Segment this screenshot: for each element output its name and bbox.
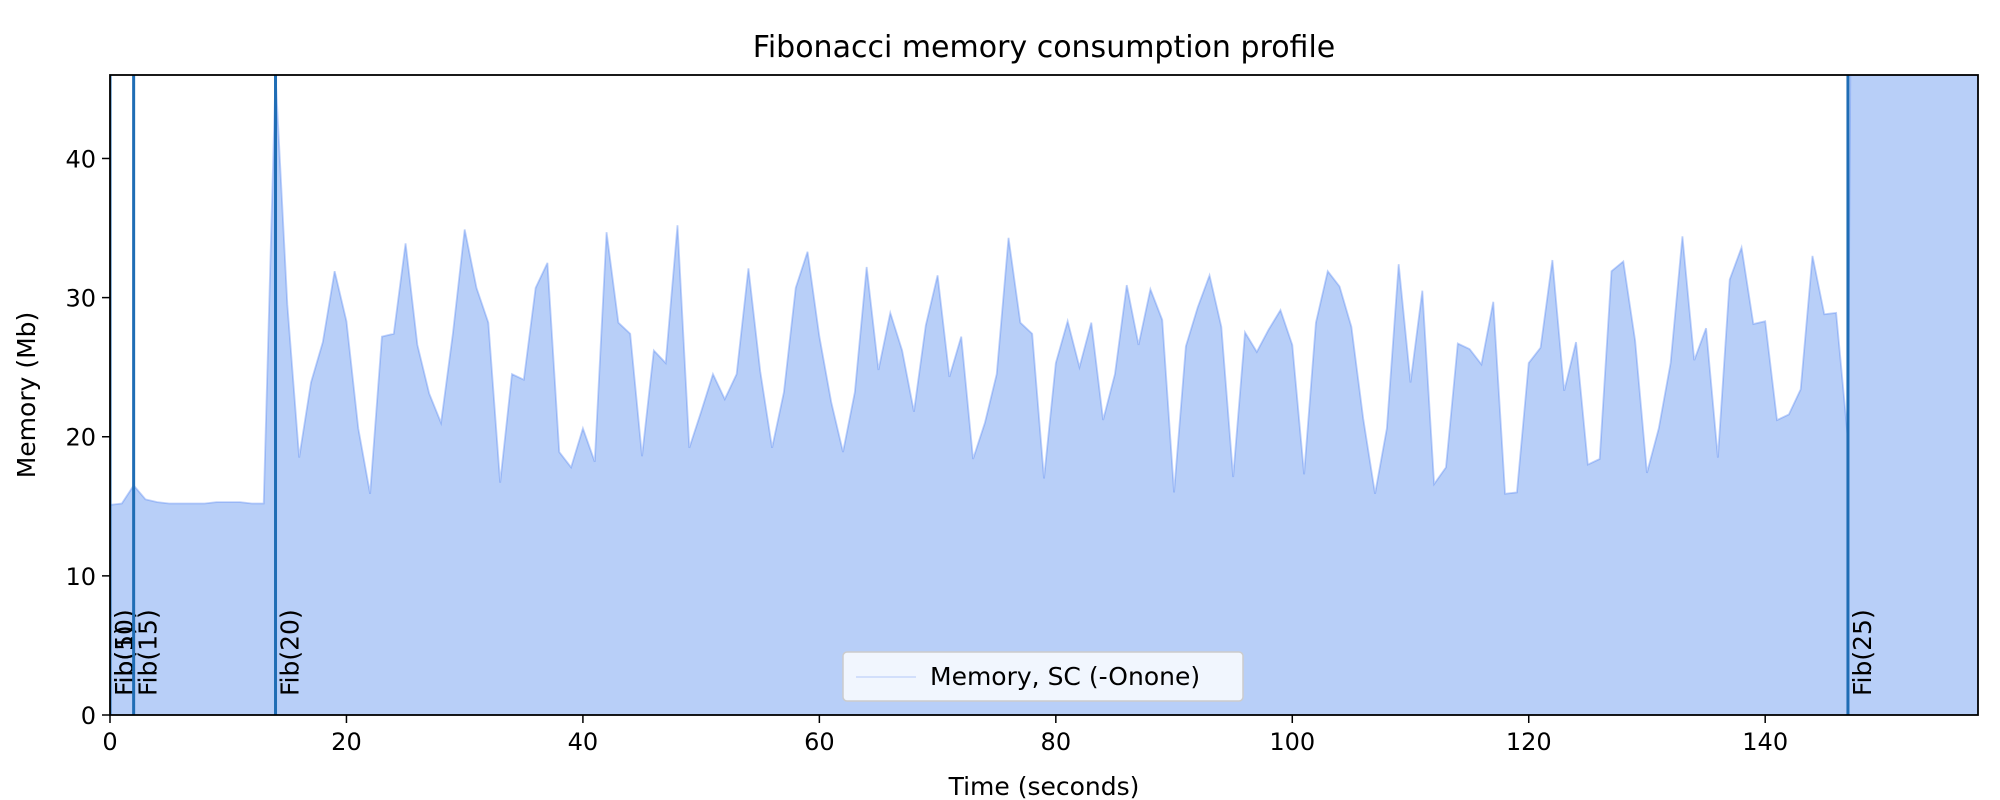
legend: Memory, SC (-Onone)	[842, 651, 1244, 702]
chart-title: Fibonacci memory consumption profile	[753, 30, 1335, 65]
y-tick-label-10: 10	[65, 563, 96, 591]
x-tick-label-40: 40	[568, 728, 599, 756]
memory-series-line	[110, 75, 1978, 506]
x-tick-label-80: 80	[1041, 728, 1072, 756]
memory-area-fill	[110, 75, 1978, 715]
y-tick-label-40: 40	[65, 145, 96, 173]
x-tick-label-120: 120	[1506, 728, 1552, 756]
x-tick-label-140: 140	[1742, 728, 1788, 756]
x-tick-label-60: 60	[804, 728, 835, 756]
marker-label-fib-20: Fib(20)	[276, 609, 305, 696]
x-tick-label-100: 100	[1269, 728, 1315, 756]
x-tick-label-0: 0	[102, 728, 117, 756]
marker-label-fib-15: Fib(15)	[134, 609, 163, 696]
y-axis: 0 10 20 30 40	[65, 145, 110, 730]
y-tick-label-20: 20	[65, 424, 96, 452]
legend-label: Memory, SC (-Onone)	[930, 662, 1200, 691]
fib-markers: Fib(5)Fib(10)Fib(15) Fib(20) Fib(25)	[110, 75, 1877, 715]
y-tick-label-0: 0	[81, 702, 96, 730]
plot-area: Fib(5)Fib(10)Fib(15) Fib(20) Fib(25)	[110, 75, 1978, 715]
x-axis-label: Time (seconds)	[948, 772, 1140, 800]
y-axis-label: Memory (Mb)	[12, 312, 41, 479]
legend-box	[842, 651, 1244, 702]
plot-frame	[109, 74, 1979, 716]
marker-label-fib-25: Fib(25)	[1848, 609, 1877, 696]
x-tick-label-20: 20	[331, 728, 362, 756]
x-axis: 0 20 40 60 80 100 120 140	[102, 715, 1788, 756]
y-tick-label-30: 30	[65, 285, 96, 313]
